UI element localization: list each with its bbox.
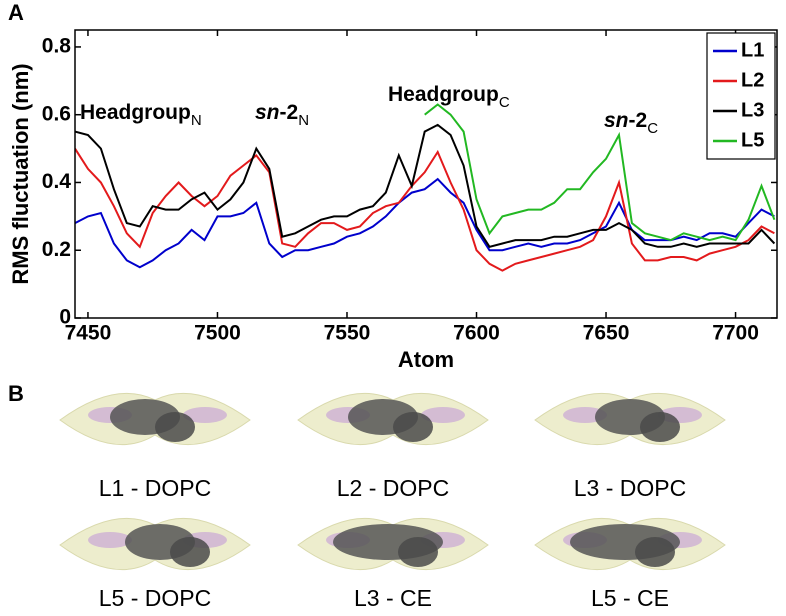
protein-image — [297, 517, 489, 571]
lipid-blob — [170, 537, 210, 567]
lipid-blob — [635, 537, 675, 567]
protein-image — [59, 392, 251, 446]
x-tick-label: 7650 — [583, 322, 630, 345]
legend-label: L1 — [741, 39, 764, 61]
x-tick-label: 7450 — [65, 322, 112, 345]
y-tick-label: 0.8 — [42, 34, 72, 57]
caption: L3 - CE — [354, 585, 432, 611]
caption: L5 - CE — [591, 585, 669, 611]
x-tick-label: 7500 — [194, 322, 241, 345]
panel-label: A — [8, 0, 24, 25]
series-line — [75, 177, 775, 269]
y-tick-label: 0.6 — [42, 102, 71, 125]
protein-image — [534, 517, 726, 571]
y-tick-label: 0.2 — [42, 238, 71, 261]
protein-helix — [183, 407, 227, 423]
legend-box — [706, 32, 776, 160]
annotation-sub: C — [647, 120, 658, 137]
x-axis-label: Atom — [398, 347, 454, 372]
caption: L2 - DOPC — [337, 475, 449, 501]
annotation-italic: sn — [255, 101, 280, 124]
lipid-blob — [398, 537, 438, 567]
series-line — [75, 148, 775, 272]
annotation-italic: sn — [604, 109, 629, 132]
lipid-blob — [155, 412, 195, 442]
caption: L3 - DOPC — [574, 475, 686, 501]
annotation-text: -2 — [280, 101, 299, 124]
protein-image — [59, 517, 251, 571]
legend-label: L3 — [741, 99, 764, 121]
x-tick-label: 7550 — [324, 322, 371, 345]
annotation-sub: C — [499, 94, 510, 111]
annotation: HeadgroupN — [80, 101, 202, 129]
protein-helix — [88, 532, 132, 548]
annotation-sub: N — [298, 112, 309, 129]
protein-image — [534, 392, 726, 446]
y-tick-label: 0 — [59, 306, 71, 329]
series-line — [424, 103, 776, 242]
annotation-text: Headgroup — [388, 83, 499, 106]
series-line — [75, 123, 776, 248]
caption: L5 - DOPC — [99, 585, 211, 611]
caption: L1 - DOPC — [99, 475, 211, 501]
plot-frame — [74, 29, 778, 319]
protein-helix — [421, 407, 465, 423]
x-tick-label: 7600 — [453, 322, 500, 345]
annotation: HeadgroupC — [388, 83, 510, 111]
annotation: sn-2C — [604, 109, 658, 137]
y-tick-label: 0.4 — [42, 170, 72, 193]
x-tick-label: 7700 — [712, 322, 759, 345]
annotation-sub: N — [191, 112, 202, 129]
annotation: sn-2N — [255, 101, 309, 129]
annotation-text: -2 — [629, 109, 648, 132]
protein-image — [297, 392, 489, 446]
y-axis-label: RMS fluctuation (nm) — [8, 63, 33, 284]
annotation-text: Headgroup — [80, 101, 191, 124]
lipid-blob — [640, 412, 680, 442]
lipid-blob — [393, 412, 433, 442]
panel-label: B — [8, 381, 24, 406]
legend-label: L5 — [741, 129, 764, 151]
legend-label: L2 — [741, 69, 764, 91]
